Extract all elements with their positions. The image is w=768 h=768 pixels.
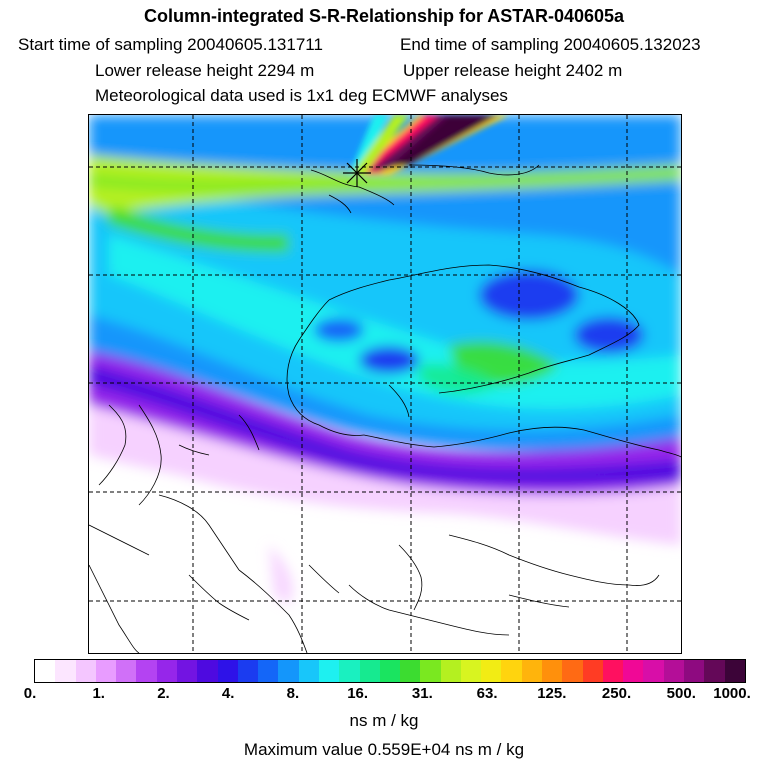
colorbar-cell xyxy=(35,660,56,682)
map-grid xyxy=(89,115,681,653)
colorbar-tick-label: 31. xyxy=(411,685,433,702)
colorbar-cell xyxy=(420,660,441,682)
sensitivity-map xyxy=(89,115,681,653)
maximum-value-label: Maximum value 0.559E+04 ns m / kg xyxy=(243,740,525,759)
colorbar-tick-label: 0. xyxy=(23,685,37,702)
colorbar-tick-label: 500. xyxy=(666,685,696,702)
coastlines xyxy=(89,164,681,653)
colorbar xyxy=(34,659,746,683)
colorbar-cell xyxy=(75,660,96,682)
end-time-label: End time of sampling 20040605.132023 xyxy=(400,35,701,54)
colorbar-cell xyxy=(704,660,725,682)
concentration-field xyxy=(89,115,681,605)
colorbar-tick-label: 250. xyxy=(601,685,632,702)
colorbar-cell xyxy=(521,660,543,682)
colorbar-cell xyxy=(501,660,522,682)
chart-title: Column-integrated S-R-Relationship for A… xyxy=(143,6,625,26)
start-time-label: Start time of sampling 20040605.131711 xyxy=(18,35,323,54)
colorbar-tick-label: 1. xyxy=(92,685,105,702)
colorbar-cell xyxy=(440,660,461,682)
colorbar-tick-label: 63. xyxy=(476,685,498,702)
colorbar-cell xyxy=(136,660,157,682)
star-marker xyxy=(343,159,371,187)
colorbar-cell xyxy=(460,660,482,682)
colorbar-tick-label: 1000. xyxy=(713,685,751,702)
colorbar-cell xyxy=(298,660,319,682)
colorbar-cell xyxy=(217,660,238,682)
colorbar-cell xyxy=(582,660,603,682)
colorbar-cell xyxy=(156,660,177,682)
colorbar-tick-label: 16. xyxy=(347,685,369,702)
colorbar-units: ns m / kg xyxy=(349,711,419,730)
colorbar-cell xyxy=(116,660,137,682)
release-plume xyxy=(349,115,509,175)
colorbar-cell xyxy=(724,660,745,682)
colorbar-cell xyxy=(359,660,380,682)
colorbar-cell xyxy=(197,660,218,682)
colorbar-cell xyxy=(562,660,583,682)
colorbar-tick-label: 125. xyxy=(537,685,567,702)
met-data-label: Meteorological data used is 1x1 deg ECMW… xyxy=(95,86,508,105)
colorbar-tick-label: 4. xyxy=(221,685,235,702)
map-panel xyxy=(88,114,682,654)
colorbar-cell xyxy=(663,660,684,682)
colorbar-cell xyxy=(542,660,563,682)
colorbar-cell xyxy=(176,660,198,682)
colorbar-cell xyxy=(339,660,360,682)
colorbar-cell xyxy=(684,660,705,682)
colorbar-cell xyxy=(55,660,76,682)
colorbar-cell xyxy=(643,660,664,682)
colorbar-cell xyxy=(400,660,421,682)
colorbar-cell xyxy=(481,660,502,682)
colorbar-cell xyxy=(623,660,644,682)
colorbar-cell xyxy=(258,660,279,682)
upper-height-label: Upper release height 2402 m xyxy=(403,61,623,80)
colorbar-cell xyxy=(379,660,401,682)
colorbar-cell xyxy=(278,660,299,682)
colorbar-tick-label: 8. xyxy=(286,685,300,702)
colorbar-cell xyxy=(237,660,259,682)
colorbar-cell xyxy=(602,660,624,682)
colorbar-cell xyxy=(95,660,117,682)
colorbar-cell xyxy=(318,660,340,682)
lower-height-label: Lower release height 2294 m xyxy=(95,61,315,80)
colorbar-tick-label: 2. xyxy=(157,685,170,702)
